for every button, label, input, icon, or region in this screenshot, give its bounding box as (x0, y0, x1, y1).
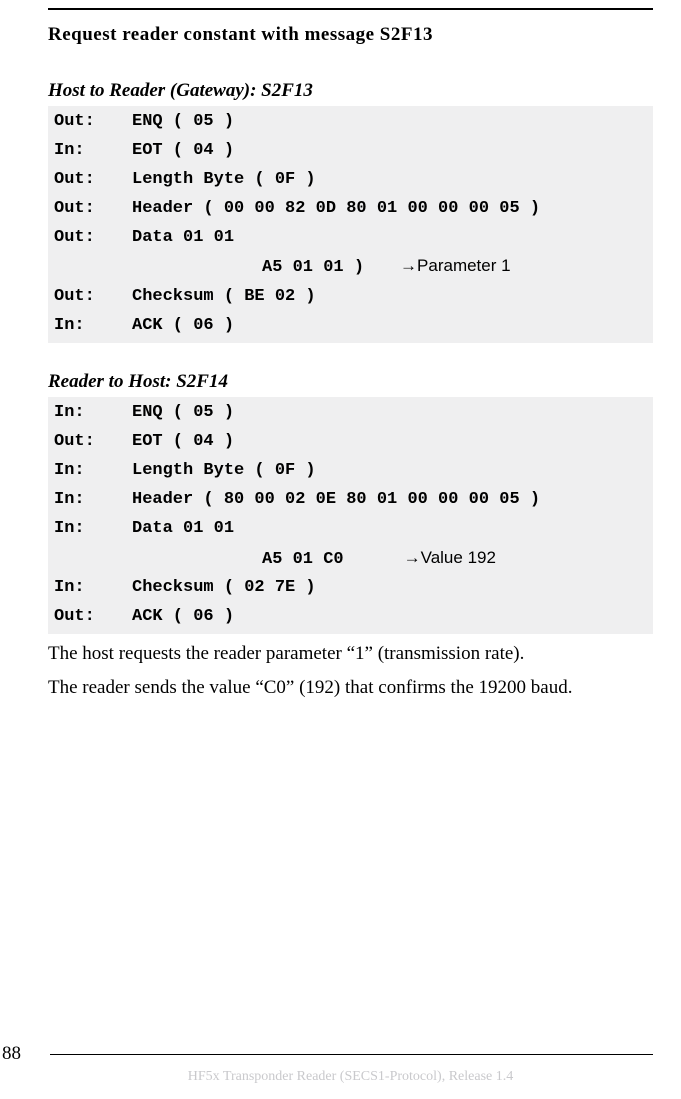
annotation-text: Value 192 (421, 548, 496, 567)
dir-label: Out: (54, 283, 132, 312)
dir-label: In: (54, 312, 132, 341)
dir-label: Out: (54, 428, 132, 457)
annotation: →Value 192 (404, 544, 496, 573)
code-row: In: ENQ ( 05 ) (54, 399, 647, 428)
code-row: In: EOT ( 04 ) (54, 137, 647, 166)
code-row: In: Header ( 80 00 02 0E 80 01 00 00 00 … (54, 486, 647, 515)
code-row: A5 01 C0 →Value 192 (54, 544, 647, 575)
dir-label: Out: (54, 195, 132, 224)
code-row: Out: Checksum ( BE 02 ) (54, 283, 647, 312)
code-row: In: ACK ( 06 ) (54, 312, 647, 341)
code-body: ENQ ( 05 ) (132, 108, 647, 137)
dir-label: Out: (54, 166, 132, 195)
paragraph: The host requests the reader parameter “… (48, 640, 653, 668)
footer-line: 88 (0, 1043, 653, 1065)
code-row: Out: Data 01 01 (54, 224, 647, 253)
annotation-text: Parameter 1 (417, 256, 511, 275)
dir-label: In: (54, 399, 132, 428)
code-row: In: Length Byte ( 0F ) (54, 457, 647, 486)
code-row: Out: Header ( 00 00 82 0D 80 01 00 00 00… (54, 195, 647, 224)
code-row: Out: Length Byte ( 0F ) (54, 166, 647, 195)
footer-text: HF5x Transponder Reader (SECS1-Protocol)… (0, 1069, 653, 1085)
host-heading: Host to Reader (Gateway): S2F13 (48, 80, 653, 102)
dir-label: In: (54, 486, 132, 515)
dir-label: In: (54, 457, 132, 486)
dir-label: In: (54, 515, 132, 544)
dir-label (54, 544, 132, 575)
annotation: →Parameter 1 (400, 252, 511, 281)
code-text: A5 01 C0 (262, 550, 344, 569)
reader-code-block: In: ENQ ( 05 ) Out: EOT ( 04 ) In: Lengt… (48, 397, 653, 634)
code-row: A5 01 01 ) →Parameter 1 (54, 252, 647, 283)
page: Request reader constant with message S2F… (0, 8, 681, 1099)
code-row: In: Data 01 01 (54, 515, 647, 544)
dir-label: Out: (54, 603, 132, 632)
arrow-icon: → (404, 548, 421, 567)
code-body: Data 01 01 (132, 224, 647, 253)
code-body: A5 01 C0 →Value 192 (132, 544, 647, 575)
dir-label: In: (54, 137, 132, 166)
page-number: 88 (0, 1043, 50, 1065)
code-body: EOT ( 04 ) (132, 428, 647, 457)
dir-label: In: (54, 574, 132, 603)
top-rule (48, 8, 653, 10)
dir-label: Out: (54, 224, 132, 253)
code-body: Length Byte ( 0F ) (132, 166, 647, 195)
footer-rule (50, 1054, 653, 1055)
code-row: Out: ENQ ( 05 ) (54, 108, 647, 137)
code-body: Header ( 80 00 02 0E 80 01 00 00 00 05 ) (132, 486, 647, 515)
paragraph: The reader sends the value “C0” (192) th… (48, 674, 653, 702)
code-body: Data 01 01 (132, 515, 647, 544)
code-body: ENQ ( 05 ) (132, 399, 647, 428)
footer: 88 HF5x Transponder Reader (SECS1-Protoc… (0, 1043, 653, 1085)
code-row: Out: EOT ( 04 ) (54, 428, 647, 457)
dir-label (54, 252, 132, 283)
code-row: In: Checksum ( 02 7E ) (54, 574, 647, 603)
reader-heading: Reader to Host: S2F14 (48, 371, 653, 393)
code-row: Out: ACK ( 06 ) (54, 603, 647, 632)
arrow-icon: → (400, 256, 417, 275)
host-code-block: Out: ENQ ( 05 ) In: EOT ( 04 ) Out: Leng… (48, 106, 653, 343)
code-text: A5 01 01 ) (262, 258, 364, 277)
code-body: Header ( 00 00 82 0D 80 01 00 00 00 05 ) (132, 195, 647, 224)
footer-rule-wrap (50, 1054, 653, 1055)
code-body: Length Byte ( 0F ) (132, 457, 647, 486)
code-body: Checksum ( 02 7E ) (132, 574, 647, 603)
code-body: ACK ( 06 ) (132, 603, 647, 632)
section-title: Request reader constant with message S2F… (48, 24, 653, 46)
code-body: ACK ( 06 ) (132, 312, 647, 341)
code-body: A5 01 01 ) →Parameter 1 (132, 252, 647, 283)
dir-label: Out: (54, 108, 132, 137)
code-body: EOT ( 04 ) (132, 137, 647, 166)
code-body: Checksum ( BE 02 ) (132, 283, 647, 312)
